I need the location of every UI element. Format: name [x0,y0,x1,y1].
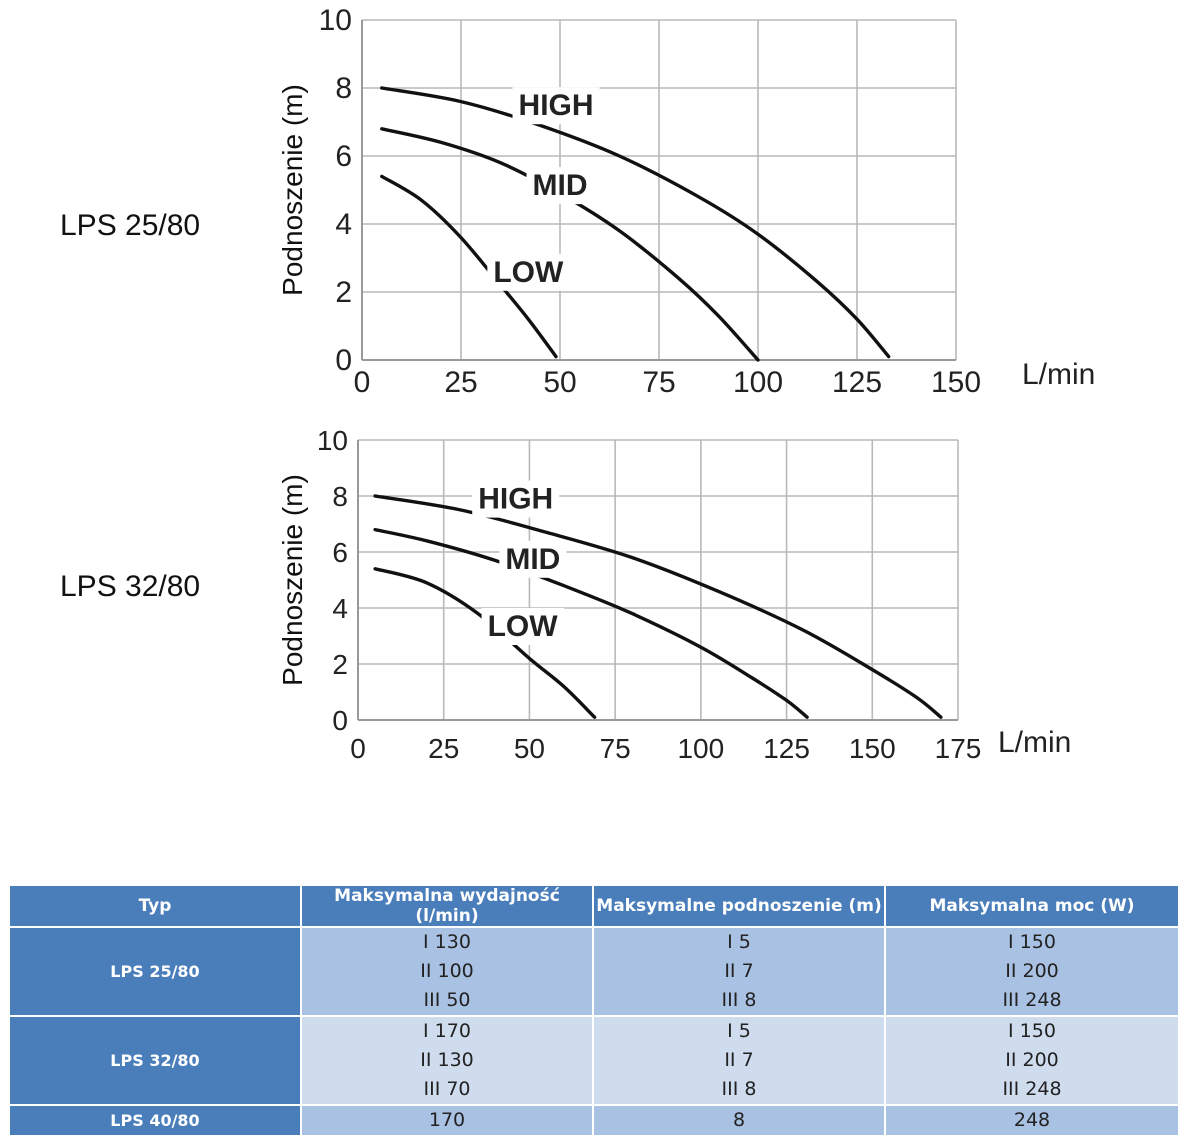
curve-label-backing [526,167,594,205]
row-flow: 170 [300,1104,594,1137]
curve-label-backing [487,253,570,291]
x-tick-label: 25 [444,366,477,399]
row-head: 8 [592,1104,886,1137]
y-tick-label: 2 [332,649,348,680]
header-max-flow: Maksymalna wydajność (l/min) [300,884,594,928]
row-power: I 150 II 200 III 248 [884,926,1180,1017]
header-max-head: Maksymalne podnoszenie (m) [592,884,886,928]
spec-table: Typ Maksymalna wydajność (l/min) Maksyma… [8,884,1180,1137]
y-tick-label: 10 [319,4,352,37]
curve-mid [380,127,760,362]
x-tick-label: 125 [832,366,882,399]
table-row: LPS 40/80 170 8 248 [8,1104,1180,1137]
curve-label-high: HIGH [478,483,553,516]
curve-label-low: LOW [488,610,559,643]
x-tick-label: 125 [763,733,810,764]
row-flow: I 170 II 130 III 70 [300,1015,594,1106]
row-power: I 150 II 200 III 248 [884,1015,1180,1106]
header-max-power: Maksymalna moc (W) [884,884,1180,928]
y-tick-label: 6 [332,537,348,568]
y-tick-label: 0 [332,705,348,736]
x-tick-label: 0 [354,366,371,399]
y-tick-label: 8 [332,481,348,512]
x-tick-label: 50 [514,733,545,764]
y-tick-label: 4 [332,593,348,624]
row-flow: I 130 II 100 III 50 [300,926,594,1017]
curve-high [380,86,891,359]
y-tick-label: 8 [335,72,352,105]
x-tick-label: 175 [935,733,982,764]
curve-low [380,174,558,359]
y-tick-label: 2 [335,276,352,309]
x-axis-label: L/min [998,726,1071,759]
x-tick-label: 100 [677,733,724,764]
x-tick-label: 150 [931,366,981,399]
curve-label-mid: MID [505,543,560,576]
curve-label-high: HIGH [519,89,594,122]
curve-label-backing [512,87,600,125]
table-header-row: Typ Maksymalna wydajność (l/min) Maksyma… [8,884,1180,928]
x-tick-label: 150 [849,733,896,764]
table-row: LPS 25/80 I 130 II 100 III 50 I 5 II 7 I… [8,926,1180,1017]
model-label-lps-32-80: LPS 32/80 [60,570,201,603]
curve-label-low: LOW [493,256,564,289]
y-tick-label: 4 [335,208,352,241]
row-typ: LPS 32/80 [8,1015,302,1106]
row-power: 248 [884,1104,1180,1137]
y-axis-label: Podnoszenie (m) [277,474,308,686]
y-tick-label: 6 [335,140,352,173]
curve-label-backing [472,480,560,518]
y-axis-label: Podnoszenie (m) [277,84,308,296]
x-tick-label: 75 [600,733,631,764]
table-row: LPS 32/80 I 170 II 130 III 70 I 5 II 7 I… [8,1015,1180,1106]
x-tick-label: 0 [350,733,366,764]
curve-high [373,494,943,719]
curve-label-backing [481,608,565,645]
row-head: I 5 II 7 III 8 [592,1015,886,1106]
row-typ: LPS 40/80 [8,1104,302,1137]
x-axis-label: L/min [1022,358,1095,391]
y-tick-label: 10 [317,425,348,456]
x-tick-label: 25 [428,733,459,764]
row-head: I 5 II 7 III 8 [592,926,886,1017]
curve-label-mid: MID [533,169,588,202]
curve-label-backing [499,540,567,578]
curve-mid [373,527,809,719]
model-label-lps-25-80: LPS 25/80 [60,209,201,242]
header-typ: Typ [8,884,302,928]
row-typ: LPS 25/80 [8,926,302,1017]
y-tick-label: 0 [335,344,352,377]
x-tick-label: 100 [733,366,783,399]
x-tick-label: 50 [543,366,576,399]
x-tick-label: 75 [642,366,675,399]
